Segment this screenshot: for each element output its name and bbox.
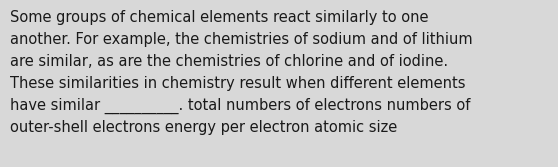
Text: Some groups of chemical elements react similarly to one: Some groups of chemical elements react s… <box>10 10 429 25</box>
Text: have similar __________. total numbers of electrons numbers of: have similar __________. total numbers o… <box>10 98 470 114</box>
Text: another. For example, the chemistries of sodium and of lithium: another. For example, the chemistries of… <box>10 32 473 47</box>
Text: outer-shell electrons energy per electron atomic size: outer-shell electrons energy per electro… <box>10 120 397 135</box>
Text: are similar, as are the chemistries of chlorine and of iodine.: are similar, as are the chemistries of c… <box>10 54 448 69</box>
Text: These similarities in chemistry result when different elements: These similarities in chemistry result w… <box>10 76 465 91</box>
